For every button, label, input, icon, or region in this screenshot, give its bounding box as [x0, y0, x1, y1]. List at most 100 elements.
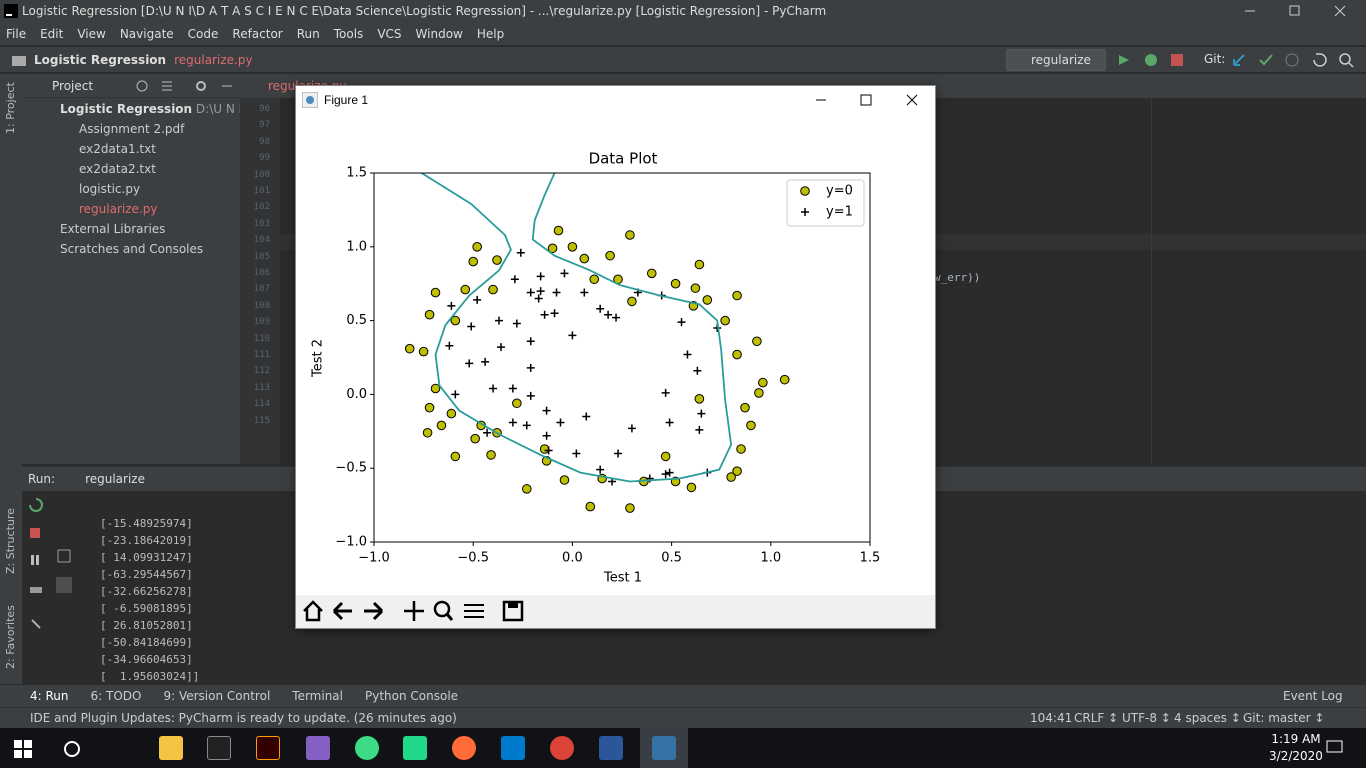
- caret-position[interactable]: 104:41: [1030, 711, 1073, 725]
- tool-tab[interactable]: 6: TODO: [90, 689, 142, 703]
- menu-item[interactable]: Tools: [333, 27, 364, 41]
- menu-item[interactable]: Navigate: [119, 27, 174, 41]
- y-axis-label: Test 2: [311, 339, 326, 378]
- event-log[interactable]: Event Log: [1283, 689, 1343, 703]
- axes-frame: [373, 172, 871, 543]
- point: [472, 242, 482, 252]
- file-item[interactable]: Assignment 2.pdf: [79, 122, 185, 136]
- menu-item[interactable]: Run: [296, 27, 320, 41]
- line-number: 103: [253, 218, 270, 229]
- favorites-side-tab[interactable]: 2: Favorites: [4, 605, 17, 669]
- project-header-icons[interactable]: [132, 79, 237, 93]
- line-separator[interactable]: CRLF ↕: [1074, 711, 1119, 725]
- point: [422, 427, 433, 438]
- file-item[interactable]: ex2data2.txt: [79, 162, 156, 176]
- terminal-icon[interactable]: [207, 736, 231, 760]
- point: [526, 288, 535, 297]
- point: [483, 428, 492, 437]
- project-header-label[interactable]: Project: [52, 78, 94, 93]
- point: [404, 343, 415, 354]
- run-config[interactable]: regularize: [1006, 49, 1106, 71]
- menu-item[interactable]: Window: [415, 27, 463, 41]
- root-label[interactable]: Logistic Regression: [60, 102, 193, 116]
- run-actions[interactable]: [22, 495, 78, 675]
- chrome-icon[interactable]: [550, 736, 574, 760]
- search-button[interactable]: [62, 739, 82, 759]
- point: [542, 431, 551, 440]
- line-number: 104: [253, 235, 270, 246]
- status-message[interactable]: IDE and Plugin Updates: PyCharm is ready…: [30, 711, 457, 725]
- point: [567, 242, 578, 252]
- tool-tab[interactable]: Python Console: [365, 689, 459, 703]
- point: [665, 418, 674, 427]
- line-number: 98: [259, 136, 270, 147]
- menu-item[interactable]: Refactor: [232, 27, 283, 41]
- notifications[interactable]: [1325, 738, 1345, 758]
- git-branch[interactable]: Git: master ↕: [1243, 711, 1325, 725]
- indent[interactable]: 4 spaces ↕: [1174, 711, 1241, 725]
- breadcrumb-file[interactable]: regularize.py: [174, 52, 253, 67]
- point: [556, 418, 565, 427]
- encoding[interactable]: UTF-8 ↕: [1122, 711, 1171, 725]
- breadcrumb-project[interactable]: Logistic Regression: [34, 52, 167, 67]
- run-buttons[interactable]: [1115, 52, 1195, 68]
- point: [430, 383, 441, 394]
- python-icon[interactable]: [652, 736, 676, 760]
- right-margin: [1151, 98, 1152, 464]
- tool-tab[interactable]: Terminal: [292, 689, 343, 703]
- file-item[interactable]: logistic.py: [79, 182, 141, 196]
- y-tick-label: 0.5: [346, 313, 367, 328]
- python-task[interactable]: [640, 728, 688, 768]
- tool-tab[interactable]: 9: Version Control: [163, 689, 271, 703]
- vcs-buttons[interactable]: [1232, 51, 1362, 69]
- android-icon[interactable]: [355, 736, 379, 760]
- line-number: 102: [253, 202, 270, 213]
- point: [596, 465, 605, 474]
- clock[interactable]: 1:19 AM 3/2/2020: [1268, 731, 1324, 765]
- menu-item[interactable]: VCS: [377, 27, 402, 41]
- menu-item[interactable]: File: [6, 27, 27, 41]
- window-controls[interactable]: [1230, 0, 1366, 23]
- x-axis-label: Test 1: [603, 571, 642, 586]
- point: [683, 350, 692, 359]
- pycharm-icon[interactable]: [403, 736, 427, 760]
- figure-controls[interactable]: [806, 86, 935, 115]
- scratches[interactable]: Scratches and Consoles: [60, 242, 204, 256]
- vscode-icon[interactable]: [501, 736, 525, 760]
- tree-root[interactable]: Logistic Regression D:\U N I\D A: [22, 99, 267, 119]
- point: [496, 343, 505, 352]
- menu-item[interactable]: Edit: [40, 27, 64, 41]
- start-button[interactable]: [14, 740, 32, 758]
- file-item[interactable]: ex2data1.txt: [79, 142, 156, 156]
- file-item[interactable]: regularize.py: [79, 202, 158, 216]
- point: [467, 322, 476, 331]
- structure-side-tab[interactable]: Z: Structure: [4, 508, 17, 574]
- point: [758, 377, 768, 388]
- output-line: [ 26.81052801]: [100, 619, 193, 632]
- x-tick-label: 0.5: [661, 551, 682, 566]
- toolbar-buttons[interactable]: [296, 595, 536, 628]
- illustrator-icon[interactable]: [256, 736, 280, 760]
- point: [732, 290, 742, 301]
- explorer-icon[interactable]: [159, 736, 183, 760]
- point: [536, 272, 545, 281]
- run-tab[interactable]: regularize: [85, 472, 145, 486]
- line-number: 101: [253, 186, 270, 196]
- point: [542, 406, 551, 415]
- run-config-label[interactable]: regularize: [1031, 53, 1091, 67]
- point: [720, 315, 730, 326]
- menu-item[interactable]: Help: [476, 27, 505, 41]
- external-libraries[interactable]: External Libraries: [60, 222, 166, 236]
- word-icon[interactable]: [599, 736, 623, 760]
- point: [582, 412, 591, 421]
- menu-item[interactable]: View: [77, 27, 106, 41]
- postman-icon[interactable]: [452, 736, 476, 760]
- menu-item[interactable]: Code: [187, 27, 219, 41]
- point: [473, 295, 482, 304]
- legend-label: y=0: [826, 184, 853, 199]
- vs-icon[interactable]: [306, 736, 330, 760]
- chart-title: Data Plot: [589, 150, 658, 168]
- point: [539, 444, 550, 454]
- tool-tab[interactable]: 4: Run: [30, 689, 69, 703]
- project-side-tab[interactable]: 1: Project: [4, 82, 17, 134]
